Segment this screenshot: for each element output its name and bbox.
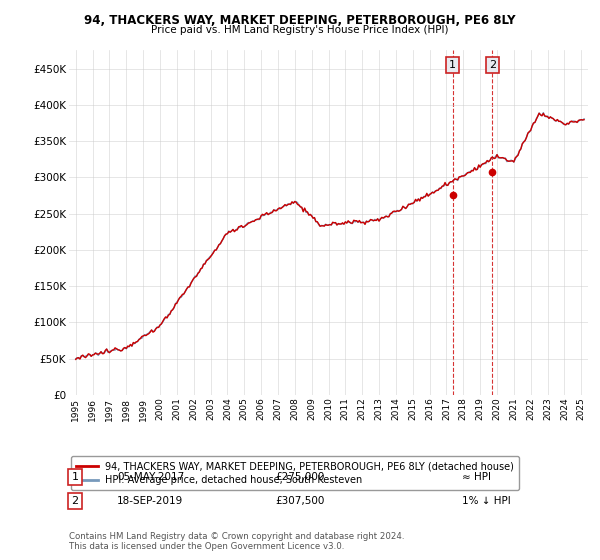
Text: 18-SEP-2019: 18-SEP-2019 <box>117 496 183 506</box>
Text: 94, THACKERS WAY, MARKET DEEPING, PETERBOROUGH, PE6 8LY: 94, THACKERS WAY, MARKET DEEPING, PETERB… <box>84 14 516 27</box>
Text: £275,000: £275,000 <box>275 472 325 482</box>
Text: 1% ↓ HPI: 1% ↓ HPI <box>462 496 511 506</box>
Text: 1: 1 <box>449 60 456 70</box>
Text: Contains HM Land Registry data © Crown copyright and database right 2024.
This d: Contains HM Land Registry data © Crown c… <box>69 532 404 552</box>
Legend: 94, THACKERS WAY, MARKET DEEPING, PETERBOROUGH, PE6 8LY (detached house), HPI: A: 94, THACKERS WAY, MARKET DEEPING, PETERB… <box>71 456 519 490</box>
Text: Price paid vs. HM Land Registry's House Price Index (HPI): Price paid vs. HM Land Registry's House … <box>151 25 449 35</box>
Text: £307,500: £307,500 <box>275 496 325 506</box>
Text: ≈ HPI: ≈ HPI <box>462 472 491 482</box>
Text: 05-MAY-2017: 05-MAY-2017 <box>117 472 184 482</box>
Text: 1: 1 <box>71 472 79 482</box>
Text: 2: 2 <box>489 60 496 70</box>
Text: 2: 2 <box>71 496 79 506</box>
